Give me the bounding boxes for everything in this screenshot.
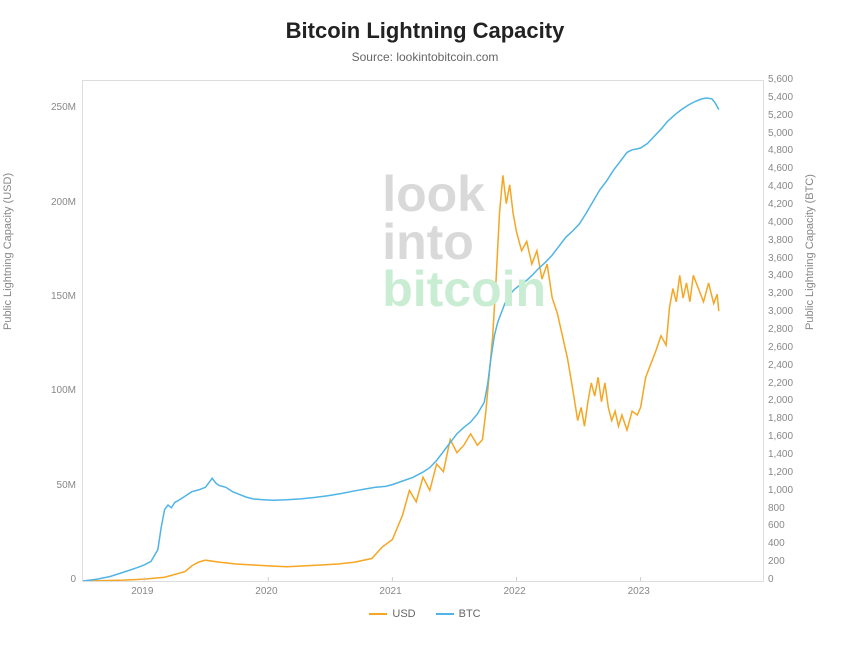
legend: USD BTC xyxy=(0,608,850,620)
legend-label: BTC xyxy=(459,608,481,620)
y-right-tick: 2,000 xyxy=(768,395,793,406)
legend-item-btc[interactable]: BTC xyxy=(436,608,481,620)
y-right-tick: 2,400 xyxy=(768,360,793,371)
y-right-tick: 2,200 xyxy=(768,378,793,389)
y-right-tick: 1,600 xyxy=(768,431,793,442)
y-left-tick: 150M xyxy=(51,291,76,302)
y-right-tick: 4,800 xyxy=(768,145,793,156)
y-left-tick: 50M xyxy=(57,480,76,491)
y-right-tick: 4,200 xyxy=(768,199,793,210)
y-right-tick: 5,400 xyxy=(768,92,793,103)
y-left-tick: 0 xyxy=(70,574,76,585)
y-axis-label-right: Public Lightning Capacity (BTC) xyxy=(804,174,816,330)
chart-title: Bitcoin Lightning Capacity xyxy=(0,18,850,44)
y-right-tick: 4,400 xyxy=(768,181,793,192)
y-right-tick: 3,800 xyxy=(768,235,793,246)
legend-item-usd[interactable]: USD xyxy=(369,608,415,620)
y-right-tick: 1,800 xyxy=(768,413,793,424)
x-tick: 2020 xyxy=(255,586,277,597)
y-right-tick: 200 xyxy=(768,556,785,567)
y-right-tick: 2,800 xyxy=(768,324,793,335)
y-right-tick: 3,400 xyxy=(768,270,793,281)
series-btc xyxy=(83,98,719,581)
y-right-tick: 2,600 xyxy=(768,342,793,353)
y-left-tick: 200M xyxy=(51,197,76,208)
y-right-tick: 3,600 xyxy=(768,253,793,264)
y-right-tick: 600 xyxy=(768,520,785,531)
y-right-tick: 5,600 xyxy=(768,74,793,85)
y-right-tick: 1,000 xyxy=(768,485,793,496)
chart-svg xyxy=(83,81,763,581)
y-right-tick: 1,200 xyxy=(768,467,793,478)
series-usd xyxy=(83,175,719,581)
y-right-tick: 1,400 xyxy=(768,449,793,460)
y-right-tick: 3,200 xyxy=(768,288,793,299)
legend-swatch xyxy=(436,613,454,615)
plot-area: look into bitcoin xyxy=(82,80,764,582)
y-right-tick: 800 xyxy=(768,503,785,514)
y-right-tick: 400 xyxy=(768,538,785,549)
y-left-tick: 100M xyxy=(51,385,76,396)
y-axis-label-left: Public Lightning Capacity (USD) xyxy=(2,173,14,330)
y-right-tick: 5,000 xyxy=(768,128,793,139)
x-tick: 2021 xyxy=(379,586,401,597)
y-right-tick: 3,000 xyxy=(768,306,793,317)
y-right-tick: 4,000 xyxy=(768,217,793,228)
chart-subtitle: Source: lookintobitcoin.com xyxy=(0,50,850,64)
chart-container: Bitcoin Lightning Capacity Source: looki… xyxy=(0,0,850,657)
y-right-tick: 0 xyxy=(768,574,774,585)
x-tick: 2019 xyxy=(131,586,153,597)
y-right-tick: 5,200 xyxy=(768,110,793,121)
legend-label: USD xyxy=(392,608,415,620)
y-left-tick: 250M xyxy=(51,102,76,113)
y-right-tick: 4,600 xyxy=(768,163,793,174)
legend-swatch xyxy=(369,613,387,615)
x-tick: 2023 xyxy=(628,586,650,597)
x-tick: 2022 xyxy=(504,586,526,597)
